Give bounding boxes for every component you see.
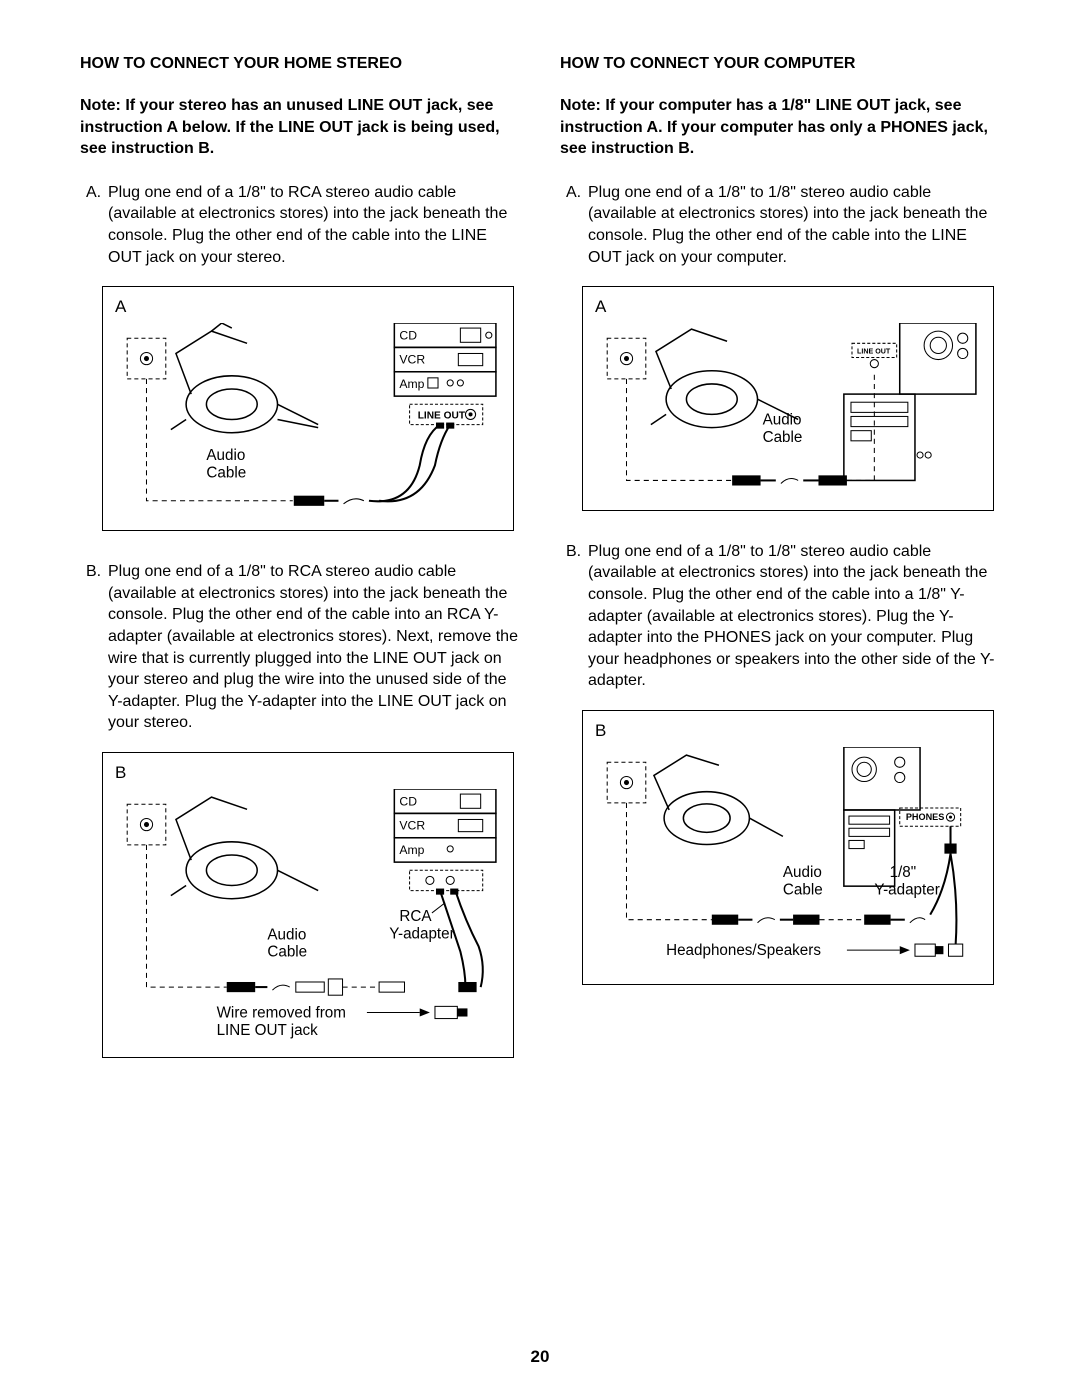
left-note: Note: If your stereo has an unused LINE … [80,95,520,160]
svg-text:Y-adapter: Y-adapter [389,925,454,942]
svg-text:Audio: Audio [783,864,822,881]
left-item-a-letter: A. [86,182,108,204]
left-diagram-b: B CD VCR [102,752,514,1058]
svg-text:LINE OUT jack: LINE OUT jack [217,1022,319,1039]
right-diagram-b: B PHON [582,710,994,985]
right-heading: HOW TO CONNECT YOUR COMPUTER [560,55,1000,73]
svg-text:LINE OUT: LINE OUT [857,348,891,356]
svg-text:Cable: Cable [763,429,803,446]
right-diagram-b-label: B [595,721,981,741]
right-item-b-letter: B. [566,541,588,563]
left-column: HOW TO CONNECT YOUR HOME STEREO Note: If… [80,55,520,1088]
left-item-a-text: Plug one end of a 1/8" to RCA stereo aud… [108,184,507,266]
right-item-a: A.Plug one end of a 1/8" to 1/8" stereo … [560,182,1000,268]
lineout-label: LINE OUT [418,411,466,422]
right-diagram-a-label: A [595,297,981,317]
left-item-b-letter: B. [86,561,108,583]
svg-text:CD: CD [399,794,417,808]
left-diagram-a: A CD [102,286,514,531]
svg-text:RCA: RCA [399,908,432,925]
right-column: HOW TO CONNECT YOUR COMPUTER Note: If yo… [560,55,1000,1088]
svg-text:Cable: Cable [783,881,823,898]
computer-diagram-b-svg: PHONES Audio Cable 1/8" Y-adapter [595,747,981,970]
page-number: 20 [0,1347,1080,1367]
right-note: Note: If your computer has a 1/8" LINE O… [560,95,1000,160]
left-item-b-text: Plug one end of a 1/8" to RCA stereo aud… [108,563,518,731]
right-item-b-text: Plug one end of a 1/8" to 1/8" stereo au… [588,543,995,690]
left-item-b: B.Plug one end of a 1/8" to RCA stereo a… [80,561,520,734]
amp-label: Amp [399,377,424,391]
left-diagram-b-label: B [115,763,501,783]
svg-text:1/8": 1/8" [890,864,917,881]
right-item-a-letter: A. [566,182,588,204]
right-item-a-text: Plug one end of a 1/8" to 1/8" stereo au… [588,184,987,266]
svg-text:Audio: Audio [763,412,802,429]
svg-text:Headphones/Speakers: Headphones/Speakers [666,942,821,959]
audio-cable-label2: Cable [206,465,246,482]
cd-label: CD [399,328,417,342]
computer-diagram-a-svg: Audio Cable LINE OUT [595,323,981,496]
left-diagram-a-label: A [115,297,501,317]
stereo-diagram-a-svg: CD VCR Amp LINE OUT Audio Cable [115,323,501,516]
svg-text:PHONES: PHONES [906,812,945,822]
stereo-diagram-b-svg: CD VCR Amp RCA Y-adapter Audio Cable [115,789,501,1043]
svg-text:Wire removed from: Wire removed from [217,1004,346,1021]
svg-text:VCR: VCR [399,819,425,833]
left-item-a: A.Plug one end of a 1/8" to RCA stereo a… [80,182,520,268]
right-item-b: B.Plug one end of a 1/8" to 1/8" stereo … [560,541,1000,692]
vcr-label: VCR [399,353,425,367]
audio-cable-label: Audio [206,447,245,464]
svg-text:Cable: Cable [267,944,307,961]
right-diagram-a: A Audio Cable [582,286,994,511]
page-content: HOW TO CONNECT YOUR HOME STEREO Note: If… [0,0,1080,1128]
left-heading: HOW TO CONNECT YOUR HOME STEREO [80,55,520,73]
svg-text:Y-adapter: Y-adapter [874,881,939,898]
svg-text:Audio: Audio [267,926,306,943]
svg-text:Amp: Amp [399,843,424,857]
